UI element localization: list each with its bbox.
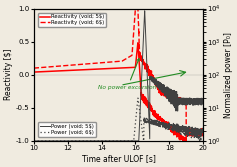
Reactivity (void; 6$): [32, 67, 35, 69]
Power (void; 5$): [143, 10, 146, 12]
Reactivity (void; 5$): [137, 42, 139, 44]
Reactivity (void; 6$): [197, 134, 200, 136]
Reactivity (void; 5$): [183, 142, 186, 144]
Power (void; 5$): [41, 140, 44, 142]
Reactivity (void; 6$): [196, 136, 199, 138]
Line: Reactivity (void; 6$): Reactivity (void; 6$): [34, 0, 203, 137]
Power (void; 6$): [197, 131, 200, 133]
Power (void; 6$): [115, 140, 118, 142]
Reactivity (void; 6$): [115, 61, 118, 63]
Reactivity (void; 5$): [166, 124, 169, 126]
Power (void; 5$): [32, 140, 35, 142]
Legend: Power (void; 5$), Power (void; 6$): Power (void; 5$), Power (void; 6$): [38, 122, 96, 137]
Reactivity (void; 6$): [166, 94, 169, 96]
X-axis label: Time after ULOF [s]: Time after ULOF [s]: [82, 154, 155, 163]
Reactivity (void; 6$): [197, 134, 200, 136]
Line: Power (void; 6$): Power (void; 6$): [34, 98, 203, 141]
Reactivity (void; 5$): [197, 130, 200, 132]
Power (void; 6$): [137, 97, 139, 99]
Reactivity (void; 6$): [110, 61, 113, 63]
Power (void; 5$): [197, 97, 200, 99]
Text: No power excursion: No power excursion: [98, 59, 156, 90]
Reactivity (void; 5$): [197, 130, 200, 132]
Y-axis label: Normalized power [P₀]: Normalized power [P₀]: [224, 32, 233, 118]
Power (void; 5$): [115, 140, 118, 142]
Reactivity (void; 6$): [41, 66, 44, 68]
Reactivity (void; 5$): [41, 71, 44, 73]
Power (void; 5$): [166, 88, 169, 90]
Power (void; 6$): [110, 140, 113, 142]
Y-axis label: Reactivity [$]: Reactivity [$]: [4, 49, 13, 101]
Power (void; 5$): [202, 99, 205, 101]
Reactivity (void; 5$): [202, 131, 205, 133]
Power (void; 6$): [166, 123, 169, 125]
Power (void; 6$): [32, 140, 35, 142]
Power (void; 5$): [197, 103, 200, 105]
Reactivity (void; 5$): [115, 67, 118, 69]
Line: Power (void; 5$): Power (void; 5$): [34, 11, 203, 141]
Reactivity (void; 6$): [202, 134, 205, 136]
Power (void; 6$): [202, 131, 205, 133]
Reactivity (void; 5$): [110, 67, 113, 69]
Line: Reactivity (void; 5$): Reactivity (void; 5$): [34, 43, 203, 143]
Power (void; 6$): [197, 136, 200, 138]
Power (void; 6$): [41, 140, 44, 142]
Power (void; 5$): [110, 140, 113, 142]
Reactivity (void; 5$): [32, 71, 35, 73]
